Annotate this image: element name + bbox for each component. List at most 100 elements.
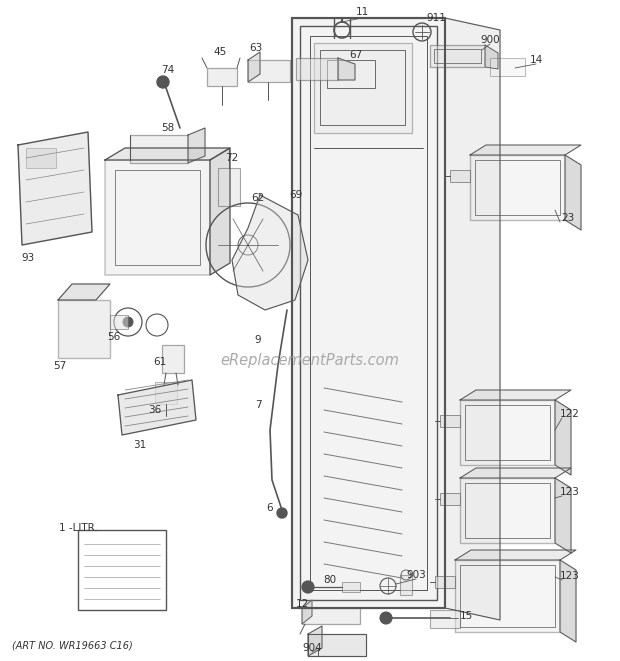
Polygon shape	[565, 155, 581, 230]
Bar	[26, 148, 56, 168]
Text: 11: 11	[355, 7, 369, 17]
Polygon shape	[485, 45, 498, 69]
Bar	[110, 315, 128, 329]
Polygon shape	[232, 195, 308, 310]
Bar	[440, 415, 460, 427]
Text: 57: 57	[53, 361, 66, 371]
Bar	[400, 575, 412, 595]
Bar	[302, 608, 360, 624]
Bar	[207, 68, 237, 86]
Text: 72: 72	[226, 153, 239, 163]
Polygon shape	[470, 145, 581, 155]
Text: 69: 69	[290, 190, 303, 200]
Bar	[342, 582, 360, 592]
Text: 61: 61	[153, 357, 167, 367]
Text: (ART NO. WR19663 C16): (ART NO. WR19663 C16)	[12, 641, 133, 651]
Bar	[155, 382, 177, 404]
Text: eReplacementParts.com: eReplacementParts.com	[221, 352, 399, 368]
Bar	[430, 610, 460, 628]
Bar	[310, 36, 427, 590]
Polygon shape	[58, 284, 110, 300]
Bar	[327, 60, 375, 88]
Text: 58: 58	[161, 123, 175, 133]
Bar	[475, 160, 560, 215]
Bar	[440, 493, 460, 505]
Bar	[115, 170, 200, 265]
Circle shape	[302, 581, 314, 593]
Bar	[300, 26, 437, 600]
Text: 122: 122	[560, 409, 580, 419]
Text: 62: 62	[251, 193, 265, 203]
Text: 67: 67	[350, 50, 363, 60]
Text: 911: 911	[426, 13, 446, 23]
Bar	[292, 18, 445, 608]
Polygon shape	[302, 600, 312, 624]
Bar	[434, 49, 481, 63]
Circle shape	[277, 508, 287, 518]
Text: 7: 7	[255, 400, 261, 410]
Polygon shape	[308, 626, 322, 656]
Text: 123: 123	[560, 571, 580, 581]
Polygon shape	[555, 400, 571, 475]
Text: 904: 904	[302, 643, 322, 653]
Bar	[320, 50, 405, 125]
Text: 15: 15	[459, 611, 472, 621]
Bar	[314, 43, 412, 133]
Bar	[308, 634, 366, 656]
Bar	[248, 60, 290, 82]
Text: 74: 74	[161, 65, 175, 75]
Text: 123: 123	[560, 487, 580, 497]
Bar	[162, 345, 184, 373]
Bar	[465, 405, 550, 460]
Text: 80: 80	[324, 575, 337, 585]
Text: 63: 63	[249, 43, 263, 53]
Polygon shape	[308, 634, 366, 656]
Bar	[460, 400, 555, 465]
Polygon shape	[105, 148, 230, 160]
Polygon shape	[560, 560, 576, 642]
Bar	[296, 58, 338, 80]
Text: 1 -LITR.: 1 -LITR.	[59, 523, 97, 533]
Text: 900: 900	[480, 35, 500, 45]
Text: 14: 14	[529, 55, 542, 65]
Bar	[58, 300, 110, 358]
Bar	[78, 530, 166, 610]
Text: 12: 12	[295, 599, 309, 609]
Text: 903: 903	[406, 570, 426, 580]
Bar	[465, 483, 550, 538]
Bar	[460, 478, 555, 543]
Polygon shape	[188, 128, 205, 163]
Polygon shape	[338, 58, 355, 80]
Bar	[435, 576, 455, 588]
Bar	[430, 45, 485, 67]
Bar	[450, 170, 470, 182]
Polygon shape	[460, 468, 571, 478]
Bar	[105, 160, 210, 275]
Polygon shape	[18, 132, 92, 245]
Bar	[218, 168, 240, 206]
Text: 31: 31	[133, 440, 146, 450]
Bar	[490, 58, 525, 76]
Polygon shape	[210, 148, 230, 275]
Text: 56: 56	[107, 332, 121, 342]
Bar	[455, 560, 560, 632]
Polygon shape	[445, 18, 500, 620]
Polygon shape	[118, 380, 196, 435]
Bar	[470, 155, 565, 220]
Text: 23: 23	[561, 213, 575, 223]
Circle shape	[380, 612, 392, 624]
Text: 6: 6	[267, 503, 273, 513]
Text: 36: 36	[148, 405, 162, 415]
Polygon shape	[555, 478, 571, 553]
Bar	[130, 135, 188, 163]
Circle shape	[123, 317, 133, 327]
Circle shape	[157, 76, 169, 88]
Text: 9: 9	[255, 335, 261, 345]
Polygon shape	[455, 550, 576, 560]
Polygon shape	[460, 390, 571, 400]
Bar	[460, 565, 555, 627]
Polygon shape	[248, 52, 260, 82]
Polygon shape	[292, 18, 445, 608]
Text: 93: 93	[21, 253, 35, 263]
Text: 45: 45	[213, 47, 227, 57]
